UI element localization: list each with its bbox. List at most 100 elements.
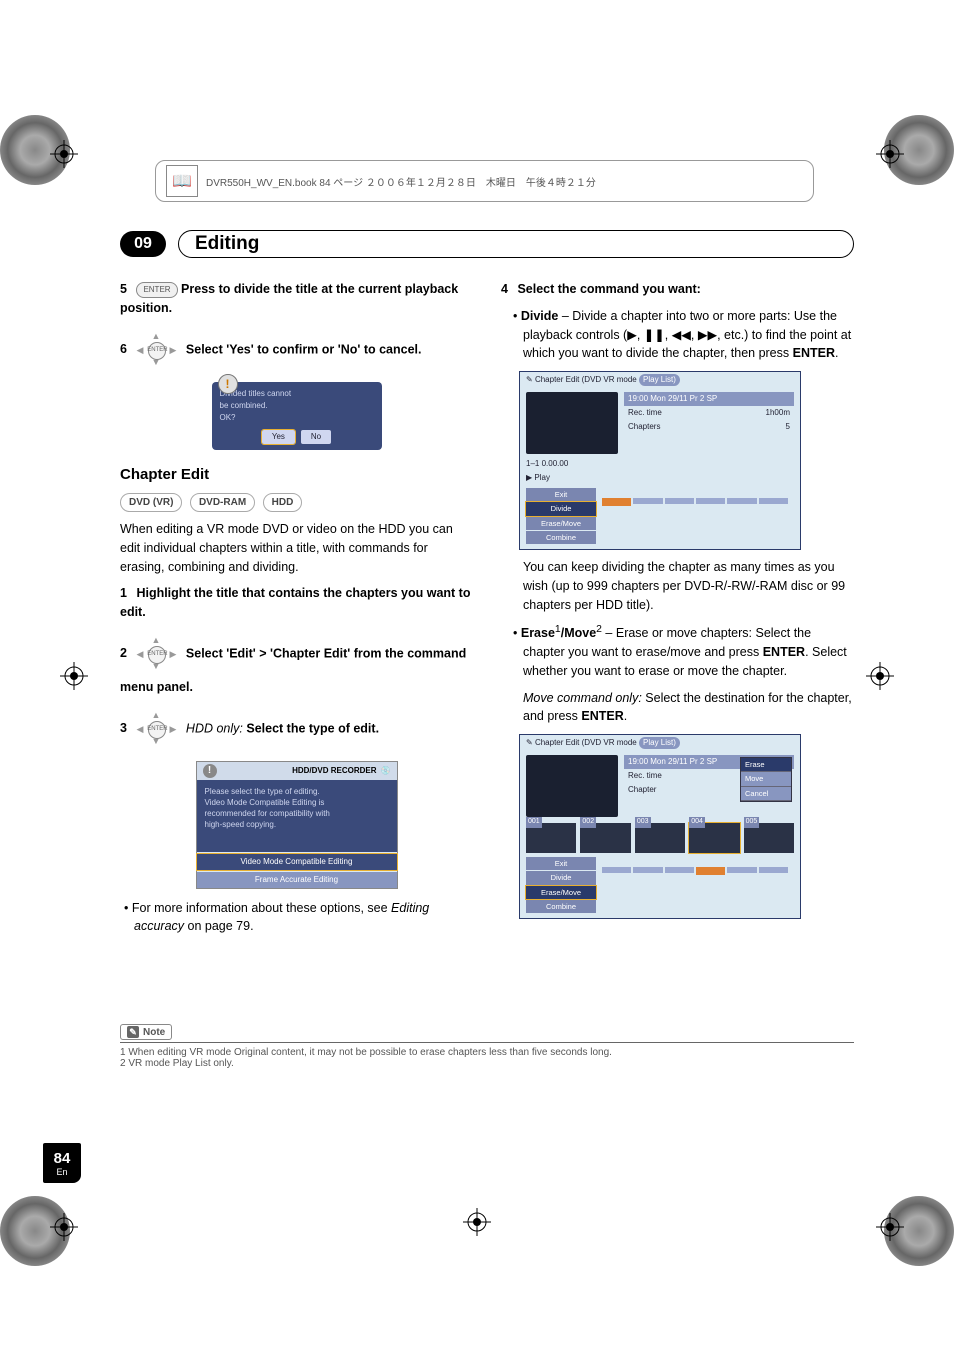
nav-enter-icon: ENTER [148, 342, 166, 360]
thumb-number: 004 [689, 817, 705, 828]
menu-divide[interactable]: Divide [526, 871, 596, 884]
move-dot: . [624, 709, 627, 723]
yes-button[interactable]: Yes [262, 430, 295, 444]
option-video-mode[interactable]: Video Mode Compatible Editing [197, 854, 397, 870]
timeline-segment [602, 867, 631, 873]
arrow-right-icon: ▶ [170, 344, 177, 358]
popup-move[interactable]: Move [741, 772, 791, 786]
section-heading: Chapter Edit [120, 464, 473, 487]
registration-mark [463, 1208, 491, 1236]
bullet-text: For more information about these options… [132, 901, 391, 915]
menu-erase-move[interactable]: Erase/Move [526, 886, 596, 899]
dialog-text: be combined. [220, 400, 374, 412]
timeline-segment [759, 867, 788, 873]
info-icon: ! [203, 764, 217, 778]
arrow-left-icon: ◀ [136, 344, 143, 358]
step-text: Select 'Yes' to confirm or 'No' to cance… [186, 342, 422, 356]
after-panel-text: You can keep dividing the chapter as man… [501, 558, 854, 614]
timeline-marker [696, 867, 725, 875]
registration-mark [876, 1213, 904, 1241]
registration-mark [866, 662, 894, 690]
pencil-icon: ✎ [526, 375, 535, 384]
panel-title-pill: Play List) [639, 374, 680, 386]
meta-value: 5 [786, 421, 790, 433]
page-content: 09 Editing 5 ENTER Press to divide the t… [120, 230, 854, 1069]
thumb-number: 002 [580, 817, 596, 828]
step-text: Select the command you want: [517, 282, 700, 296]
enter-keyword: ENTER [793, 346, 835, 360]
menu-exit[interactable]: Exit [526, 857, 596, 870]
chapter-thumb[interactable]: 004 [689, 823, 739, 853]
left-column: 5 ENTER Press to divide the title at the… [120, 280, 473, 944]
step-text: Select the type of edit. [246, 721, 379, 735]
nav-enter-icon: ENTER [148, 646, 166, 664]
page-number: 84 [54, 1150, 71, 1167]
step-number: 6 [120, 342, 127, 356]
registration-mark [50, 140, 78, 168]
chapter-thumb[interactable]: 003 [635, 823, 685, 853]
edit-type-dialog: ! HDD/DVD RECORDER 💿 Please select the t… [196, 761, 398, 889]
step-number: 4 [501, 282, 508, 296]
mode-badge: HDD [263, 493, 303, 512]
dialog-text: OK? [220, 412, 374, 424]
meta-label: Rec. time [628, 407, 662, 419]
chapter-thumb[interactable]: 005 [744, 823, 794, 853]
arrow-left-icon: ◀ [136, 648, 143, 662]
step-number: 2 [120, 646, 127, 660]
mode-badge: DVD (VR) [120, 493, 182, 512]
no-button[interactable]: No [301, 430, 331, 444]
move-only-label: Move command only: [523, 691, 642, 705]
arrow-left-icon: ◀ [136, 723, 143, 737]
thumb-number: 005 [744, 817, 760, 828]
menu-divide[interactable]: Divide [526, 502, 596, 515]
timecode: 1–1 0.00.00 [520, 458, 800, 472]
popup-erase[interactable]: Erase [741, 758, 791, 772]
chapter-thumb[interactable]: 001 [526, 823, 576, 853]
erase-label: Erase [521, 626, 555, 640]
playback-glyphs: ▶, ❚❚, ◀◀, ▶▶ [627, 328, 717, 342]
menu-exit[interactable]: Exit [526, 488, 596, 501]
dialog-text: Please select the type of editing. [205, 786, 389, 797]
menu-combine[interactable]: Combine [526, 900, 596, 913]
chapter-edit-panel-divide: ✎ Chapter Edit (DVD VR mode Play List) 1… [519, 371, 801, 550]
hdd-only-label: HDD only: [186, 721, 243, 735]
registration-mark [876, 140, 904, 168]
chapter-number-badge: 09 [120, 231, 166, 257]
thumb-number: 003 [635, 817, 651, 828]
right-column: 4 Select the command you want: • Divide … [501, 280, 854, 944]
option-frame-accurate[interactable]: Frame Accurate Editing [197, 872, 397, 888]
timeline-segment [727, 498, 756, 504]
chapter-thumb[interactable]: 002 [580, 823, 630, 853]
dialog-text: high-speed copying. [205, 819, 389, 830]
page-header-text: DVR550H_WV_EN.book 84 ページ ２００６年１２月２８日 木曜… [206, 174, 596, 189]
preview-thumbnail [526, 755, 618, 817]
menu-combine[interactable]: Combine [526, 531, 596, 544]
step-number: 5 [120, 282, 127, 296]
page-number-box: 84 En [43, 1143, 81, 1183]
nav-pad-icon: ▲ ▼ ◀ ▶ ENTER [136, 709, 176, 749]
move-label: /Move [561, 626, 596, 640]
panel-title: Chapter Edit (DVD VR mode [535, 375, 637, 384]
dialog-text: Video Mode Compatible Editing is [205, 797, 389, 808]
arrow-right-icon: ▶ [170, 648, 177, 662]
footnote-text: 1 When editing VR mode Original content,… [120, 1047, 854, 1058]
note-icon: ✎ [127, 1026, 139, 1038]
preview-thumbnail [526, 392, 618, 454]
chapter-title: Editing [178, 230, 854, 258]
confirm-dialog: ! Divided titles cannot be combined. OK?… [212, 382, 382, 450]
note-divider [120, 1042, 854, 1043]
dialog-title: HDD/DVD RECORDER [292, 765, 376, 777]
warning-icon: ! [218, 374, 238, 394]
intro-paragraph: When editing a VR mode DVD or video on t… [120, 520, 473, 576]
popup-cancel[interactable]: Cancel [741, 787, 791, 801]
mode-badge: DVD-RAM [190, 493, 255, 512]
menu-erase-move[interactable]: Erase/Move [526, 517, 596, 530]
page-lang: En [56, 1167, 67, 1177]
divide-text: . [835, 346, 838, 360]
timeline-segment [759, 498, 788, 504]
play-indicator: ▶ Play [520, 472, 800, 488]
note-label: Note [143, 1027, 165, 1038]
nav-pad-icon: ▲ ▼ ◀ ▶ ENTER [136, 330, 176, 370]
pencil-icon: ✎ [526, 738, 535, 747]
step-number: 3 [120, 721, 127, 735]
